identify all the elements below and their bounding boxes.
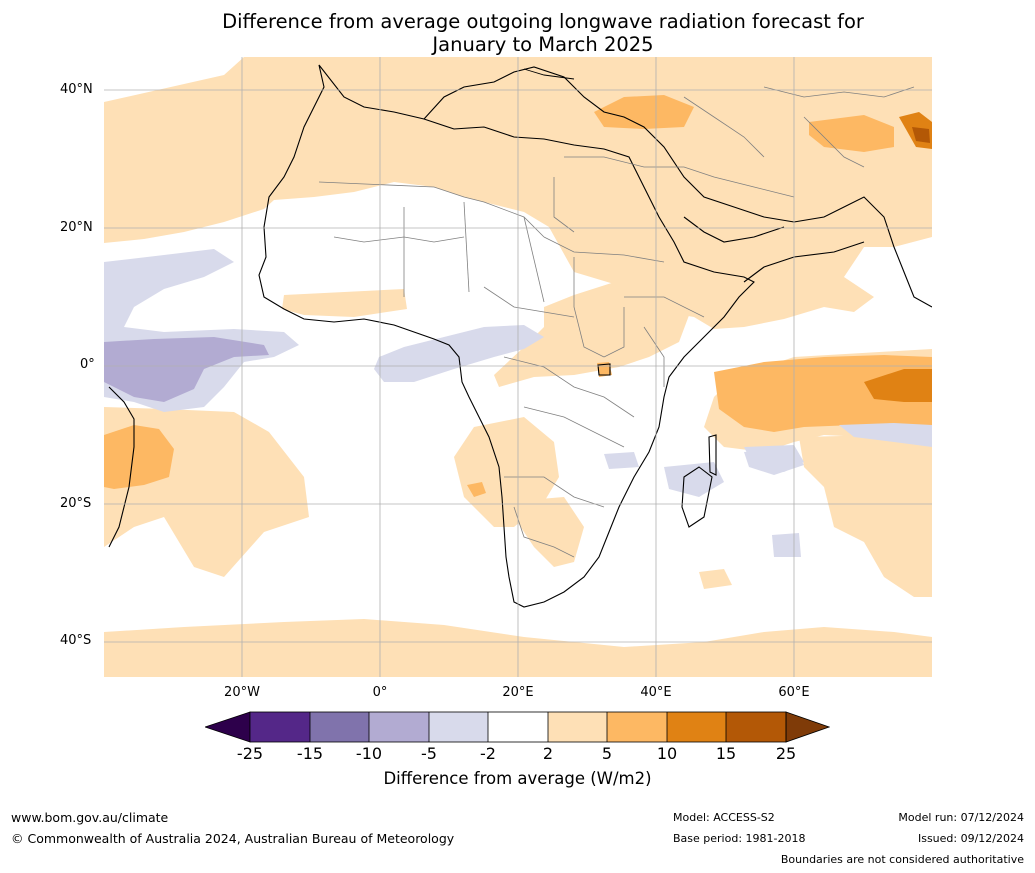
lat-label-20n: 20°N bbox=[60, 220, 93, 235]
footer-model-run: Model run: 07/12/2024 bbox=[898, 811, 1024, 824]
legend-tick: 15 bbox=[715, 744, 737, 763]
legend-tick: 25 bbox=[775, 744, 797, 763]
lon-label-0: 0° bbox=[372, 685, 388, 700]
lon-label-40e: 40°E bbox=[640, 685, 672, 700]
map-canvas bbox=[104, 57, 932, 677]
legend-bin-8 bbox=[667, 712, 726, 742]
footer-issued: Issued: 09/12/2024 bbox=[917, 832, 1024, 845]
purple-regions bbox=[104, 249, 932, 557]
legend-title: Difference from average (W/m2) bbox=[383, 769, 652, 788]
footer-model: Model: ACCESS-S2 bbox=[673, 811, 775, 824]
legend-bin-9 bbox=[726, 712, 786, 742]
map-title-line-2: January to March 2025 bbox=[432, 33, 654, 56]
coastlines bbox=[108, 64, 932, 608]
legend-bin-3 bbox=[369, 712, 429, 742]
legend-tick: 10 bbox=[656, 744, 678, 763]
footer-disclaimer: Boundaries are not considered authoritat… bbox=[780, 853, 1024, 866]
legend-bin-2 bbox=[310, 712, 369, 742]
lon-label-60e: 60°E bbox=[778, 685, 810, 700]
orange-dark-regions bbox=[864, 112, 932, 402]
legend-tick: -2 bbox=[480, 744, 496, 763]
legend-tick: -10 bbox=[355, 744, 383, 763]
footer-base-period: Base period: 1981-2018 bbox=[673, 832, 806, 845]
legend-bin-4 bbox=[429, 712, 488, 742]
country-borders bbox=[318, 86, 915, 558]
lon-label-20w: 20°W bbox=[224, 685, 260, 700]
legend-under-arrow bbox=[203, 711, 251, 743]
legend-tick: -5 bbox=[421, 744, 437, 763]
legend-bin-7 bbox=[607, 712, 667, 742]
legend-tick: 2 bbox=[542, 744, 554, 763]
legend-over-arrow bbox=[785, 711, 831, 743]
lon-label-20e: 20°E bbox=[502, 685, 534, 700]
color-legend-svg bbox=[203, 711, 831, 743]
footer-copyright: © Commonwealth of Australia 2024, Austra… bbox=[11, 831, 455, 846]
legend-bin-1 bbox=[250, 712, 310, 742]
footer-website: www.bom.gov.au/climate bbox=[11, 810, 169, 825]
legend-tick: -25 bbox=[236, 744, 264, 763]
lat-label-40n: 40°N bbox=[60, 82, 93, 97]
olr-anomaly-map bbox=[104, 57, 932, 677]
lat-label-20s: 20°S bbox=[60, 496, 92, 511]
legend-tick: -15 bbox=[296, 744, 324, 763]
map-title-line-1: Difference from average outgoing longwav… bbox=[222, 10, 864, 33]
lat-label-equator: 0° bbox=[80, 357, 95, 372]
color-legend-bar bbox=[203, 710, 831, 744]
lat-label-40s: 40°S bbox=[60, 633, 92, 648]
graticule bbox=[104, 57, 932, 677]
legend-bin-6 bbox=[548, 712, 607, 742]
legend-tick: 5 bbox=[601, 744, 613, 763]
orange-medium-regions bbox=[104, 95, 932, 497]
legend-bin-outlines bbox=[249, 711, 787, 743]
legend-bin-5 bbox=[488, 712, 548, 742]
